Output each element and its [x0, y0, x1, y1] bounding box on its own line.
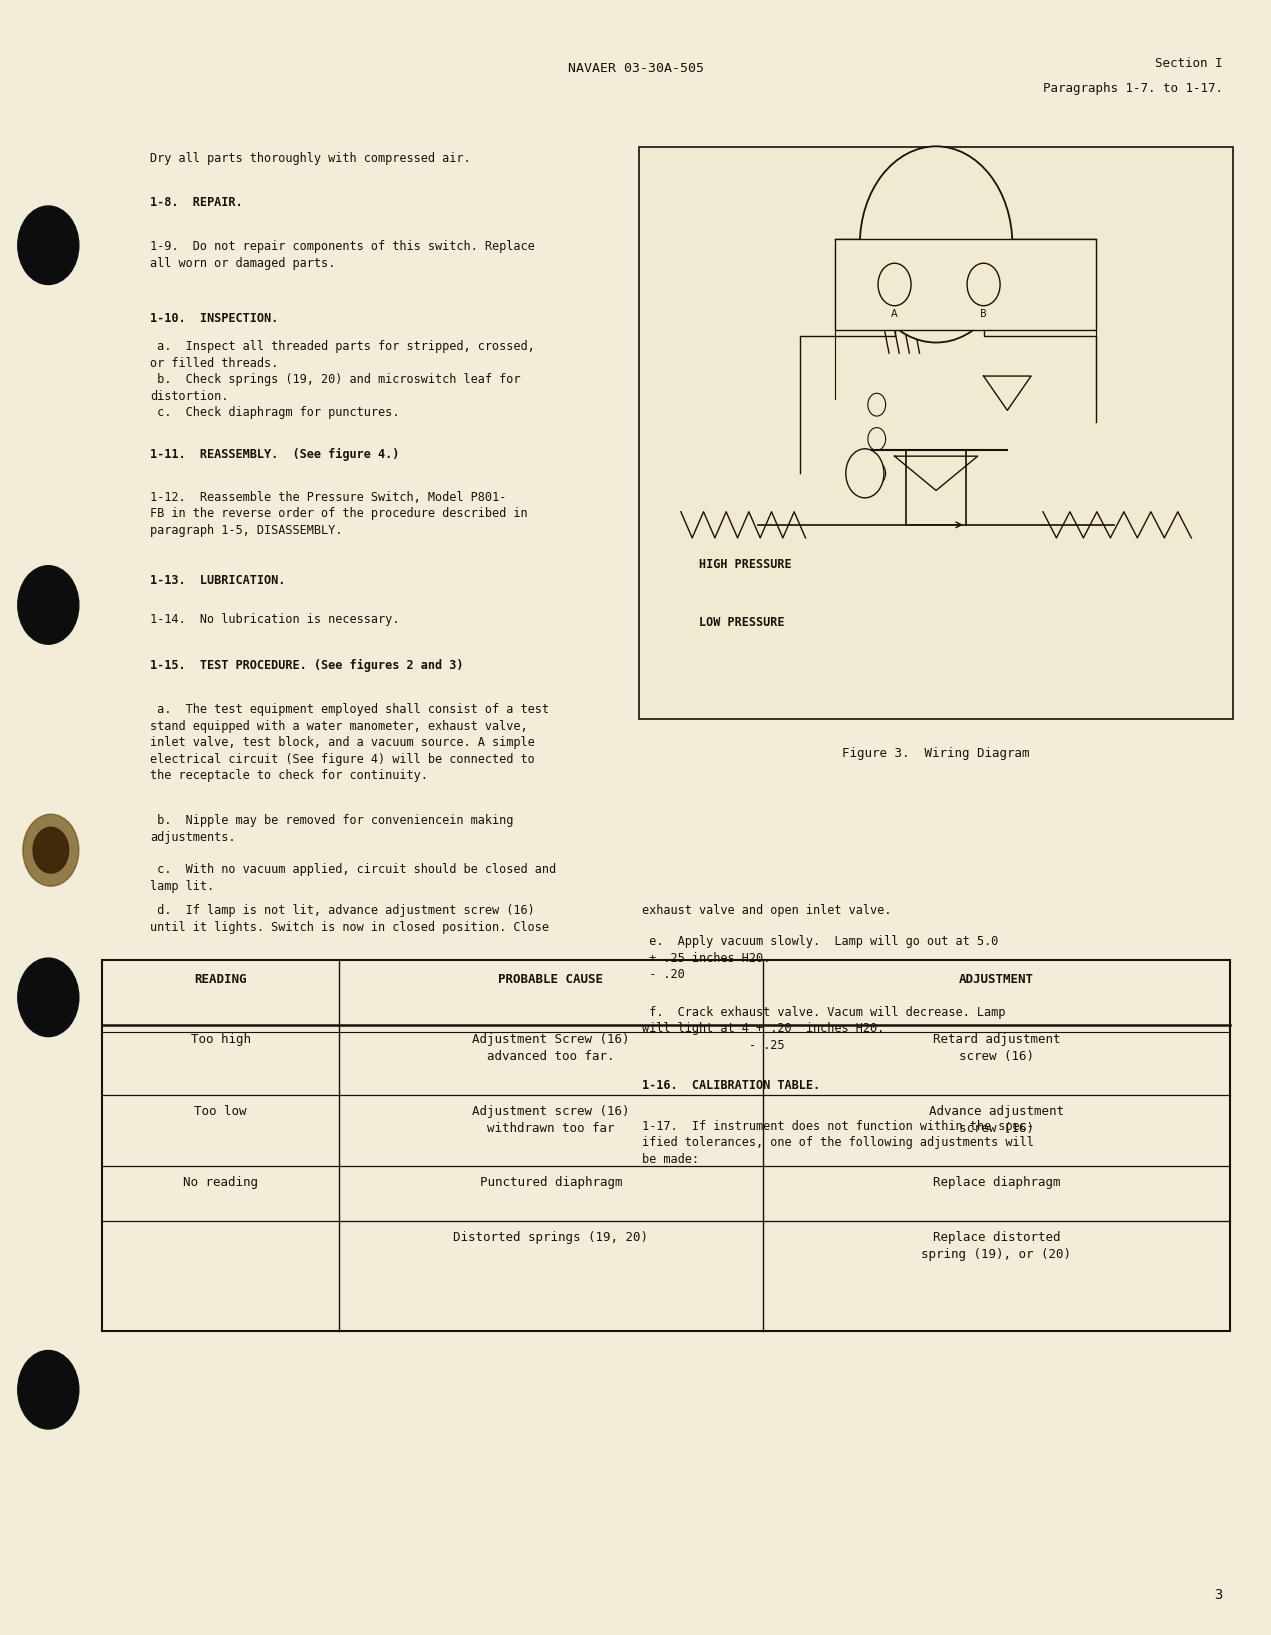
Text: a.  The test equipment employed shall consist of a test
stand equipped with a wa: a. The test equipment employed shall con…: [150, 703, 549, 782]
Text: 1-15.  TEST PROCEDURE. (See figures 2 and 3): 1-15. TEST PROCEDURE. (See figures 2 and…: [150, 659, 464, 672]
Text: Section I: Section I: [1155, 57, 1223, 70]
Text: 1-16.  CALIBRATION TABLE.: 1-16. CALIBRATION TABLE.: [642, 1079, 820, 1092]
Circle shape: [18, 206, 79, 284]
Text: a.  Inspect all threaded parts for stripped, crossed,
or filled threads.
 b.  Ch: a. Inspect all threaded parts for stripp…: [150, 324, 535, 420]
Text: Dry all parts thoroughly with compressed air.: Dry all parts thoroughly with compressed…: [150, 152, 470, 165]
Text: 1-12.  Reassemble the Pressure Switch, Model P801-
FB in the reverse order of th: 1-12. Reassemble the Pressure Switch, Mo…: [150, 490, 527, 536]
Text: exhaust valve and open inlet valve.: exhaust valve and open inlet valve.: [642, 904, 891, 917]
Text: d.  If lamp is not lit, advance adjustment screw (16)
until it lights. Switch is: d. If lamp is not lit, advance adjustmen…: [150, 904, 549, 934]
Text: 3: 3: [1214, 1588, 1223, 1602]
Bar: [102, 960, 1230, 1331]
Text: Punctured diaphragm: Punctured diaphragm: [479, 1176, 623, 1189]
Circle shape: [18, 566, 79, 644]
Circle shape: [859, 146, 1012, 342]
Text: b.  Nipple may be removed for conveniencein making
adjustments.: b. Nipple may be removed for convenience…: [150, 814, 513, 844]
Text: 1-9.  Do not repair components of this switch. Replace
all worn or damaged parts: 1-9. Do not repair components of this sw…: [150, 240, 535, 270]
Bar: [835, 239, 1097, 330]
Circle shape: [845, 448, 883, 497]
Text: f.  Crack exhaust valve. Vacum will decrease. Lamp
will light at 4 + .20  inches: f. Crack exhaust valve. Vacum will decre…: [642, 1006, 1005, 1051]
Text: Replace diaphragm: Replace diaphragm: [933, 1176, 1060, 1189]
Text: Adjustment screw (16)
withdrawn too far: Adjustment screw (16) withdrawn too far: [473, 1105, 629, 1135]
Text: Paragraphs 1-7. to 1-17.: Paragraphs 1-7. to 1-17.: [1042, 82, 1223, 95]
Text: 1-8.  REPAIR.: 1-8. REPAIR.: [150, 196, 243, 209]
Text: Adjustment Screw (16)
advanced too far.: Adjustment Screw (16) advanced too far.: [473, 1033, 629, 1063]
Text: LOW PRESSURE: LOW PRESSURE: [699, 616, 784, 628]
Text: NAVAER 03-30A-505: NAVAER 03-30A-505: [567, 62, 704, 75]
Text: 1-14.  No lubrication is necessary.: 1-14. No lubrication is necessary.: [150, 613, 399, 626]
Text: 1-17.  If instrument does not function within the spec-
ified tolerances, one of: 1-17. If instrument does not function wi…: [642, 1120, 1033, 1166]
Text: No reading: No reading: [183, 1176, 258, 1189]
Text: c.  With no vacuum applied, circuit should be closed and
lamp lit.: c. With no vacuum applied, circuit shoul…: [150, 863, 557, 893]
Text: Distorted springs (19, 20): Distorted springs (19, 20): [454, 1231, 648, 1244]
Text: 1-11.  REASSEMBLY.  (See figure 4.): 1-11. REASSEMBLY. (See figure 4.): [150, 448, 399, 461]
Circle shape: [33, 827, 69, 873]
Text: HIGH PRESSURE: HIGH PRESSURE: [699, 559, 792, 571]
Text: B: B: [980, 309, 988, 319]
Bar: [639, 147, 1233, 719]
Circle shape: [878, 263, 911, 306]
Text: READING: READING: [194, 973, 247, 986]
Text: Figure 3.  Wiring Diagram: Figure 3. Wiring Diagram: [843, 747, 1030, 760]
Circle shape: [18, 1351, 79, 1429]
Text: PROBABLE CAUSE: PROBABLE CAUSE: [498, 973, 604, 986]
Circle shape: [967, 263, 1000, 306]
Text: Too high: Too high: [191, 1033, 250, 1046]
Text: Too low: Too low: [194, 1105, 247, 1118]
Text: Retard adjustment
screw (16): Retard adjustment screw (16): [933, 1033, 1060, 1063]
Text: ADJUSTMENT: ADJUSTMENT: [958, 973, 1035, 986]
Text: e.  Apply vacuum slowly.  Lamp will go out at 5.0
 + .25 inches H20.
 - .20: e. Apply vacuum slowly. Lamp will go out…: [642, 935, 998, 981]
Text: 1-13.  LUBRICATION.: 1-13. LUBRICATION.: [150, 574, 286, 587]
Text: 1-10.  INSPECTION.: 1-10. INSPECTION.: [150, 312, 278, 325]
Text: Replace distorted
spring (19), or (20): Replace distorted spring (19), or (20): [921, 1231, 1071, 1261]
Text: Advance adjustment
screw (16): Advance adjustment screw (16): [929, 1105, 1064, 1135]
Circle shape: [23, 814, 79, 886]
Circle shape: [18, 958, 79, 1037]
Text: A: A: [891, 309, 897, 319]
